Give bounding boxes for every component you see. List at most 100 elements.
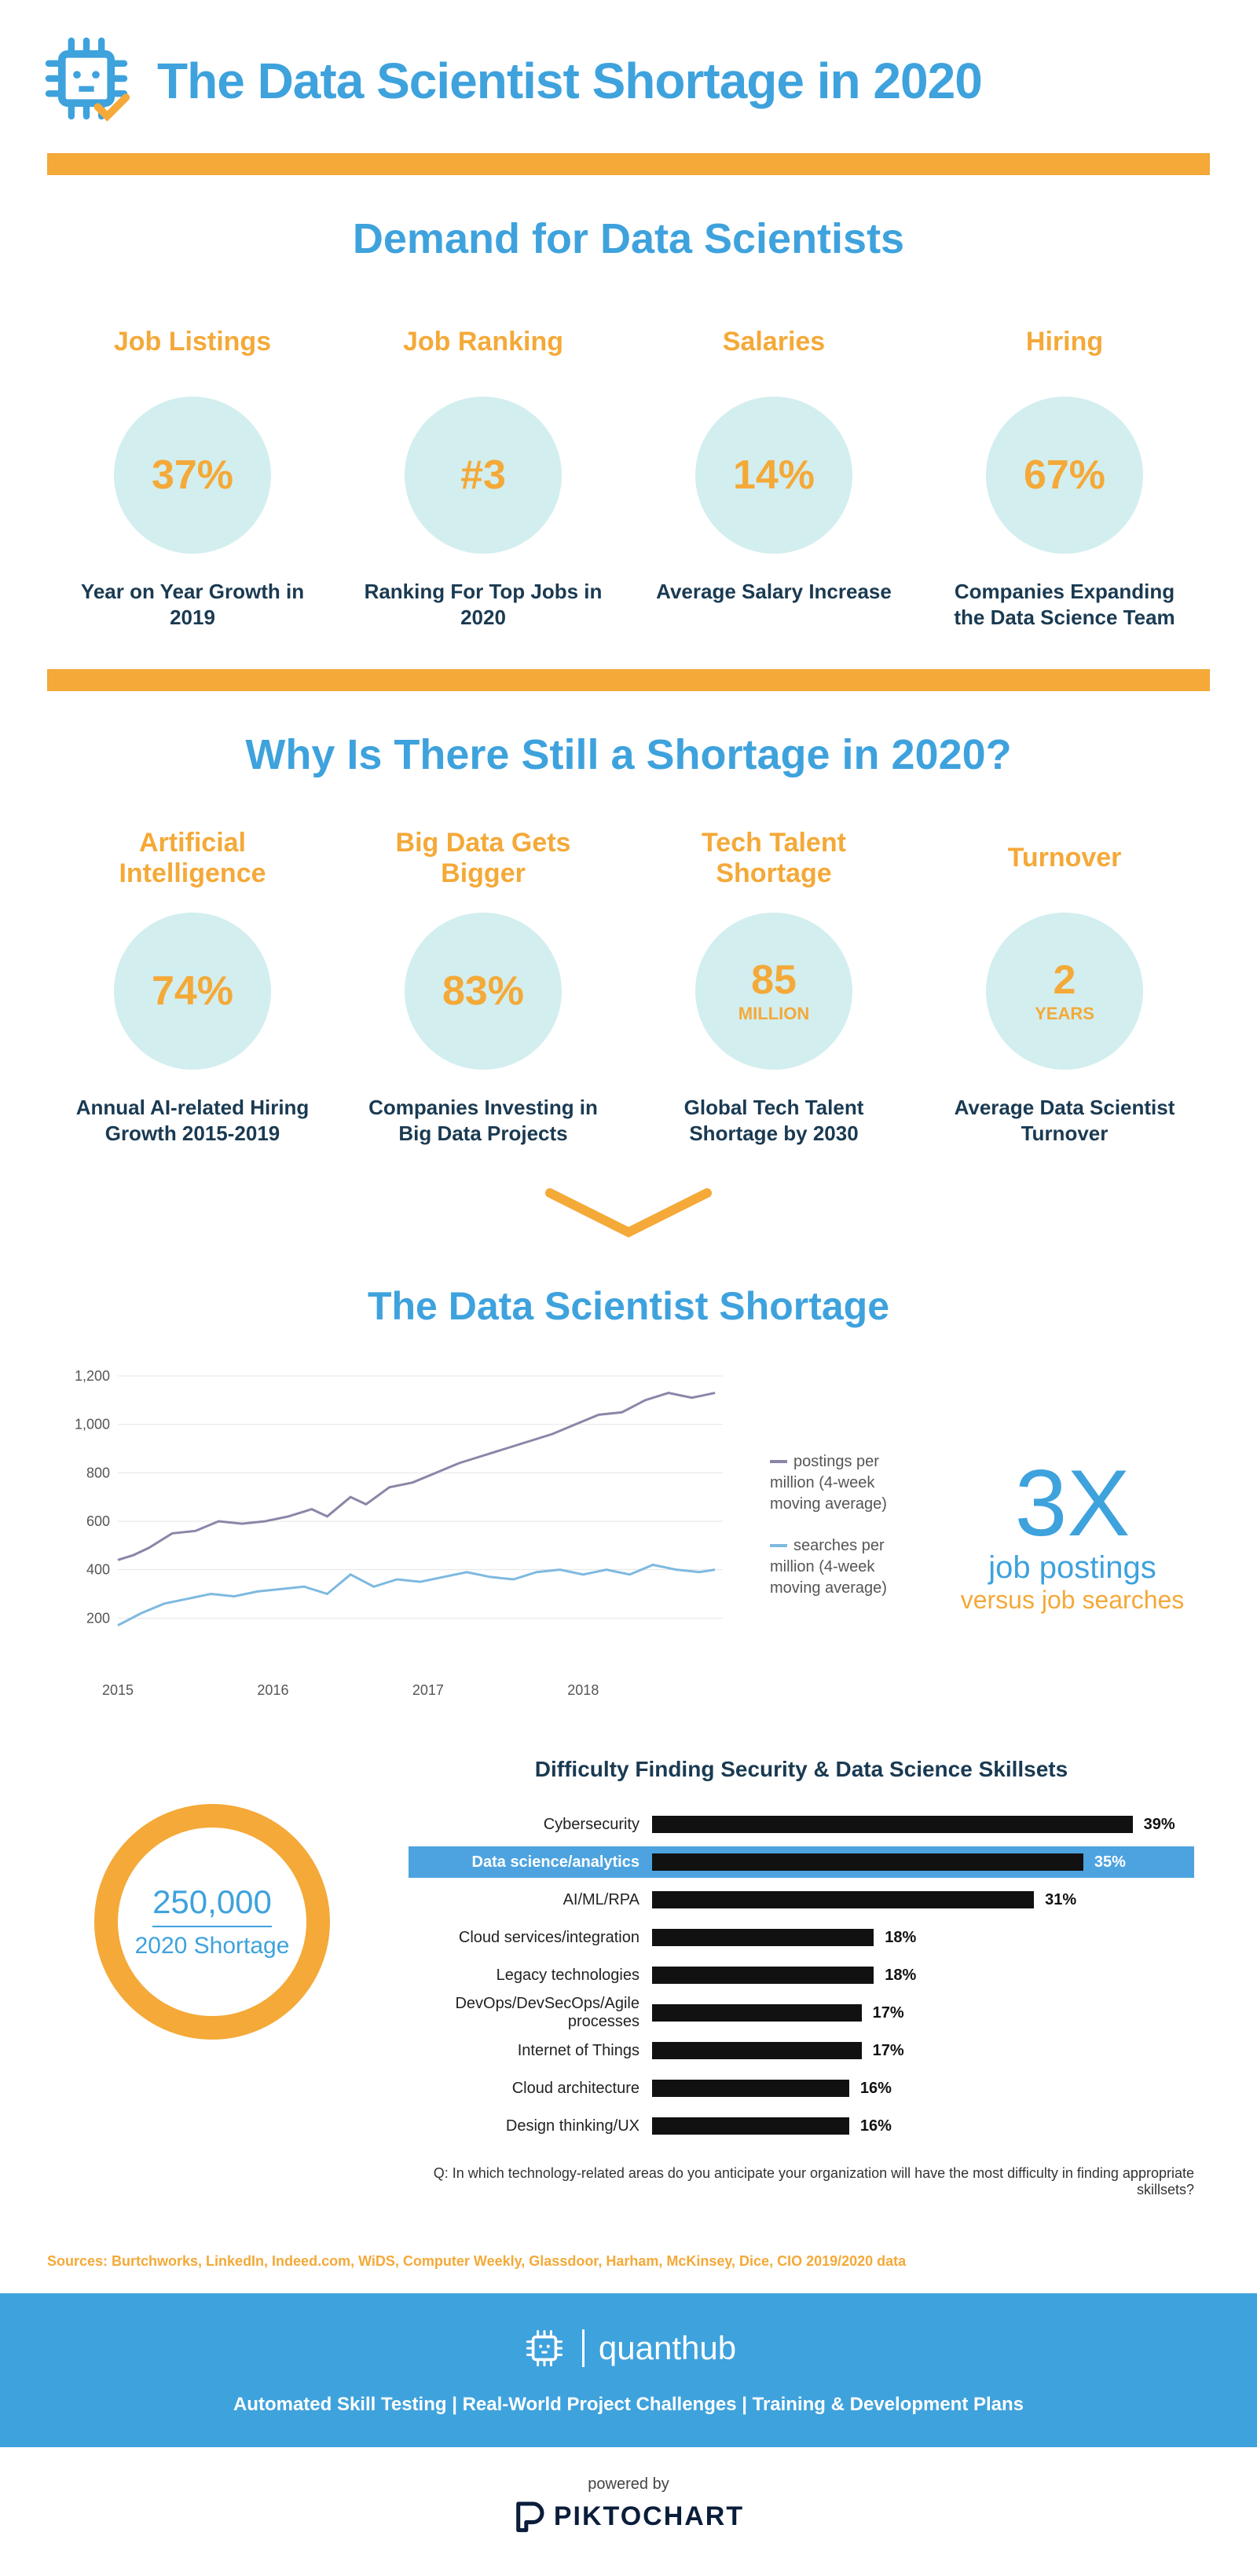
hbar-pct: 18% — [885, 1967, 916, 1985]
svg-text:1,200: 1,200 — [75, 1368, 110, 1384]
chevron-down-icon — [16, 1185, 1241, 1252]
hbar-pct: 16% — [860, 2117, 892, 2135]
line-chart-row: 2004006008001,0001,2002015201620172018 p… — [16, 1360, 1241, 1757]
stat-value: #3 — [460, 455, 506, 496]
section-title-shortage: The Data Scientist Shortage — [16, 1283, 1241, 1329]
hbar-fill — [652, 1967, 874, 1984]
hbar-label: Cloud architecture — [409, 2080, 652, 2098]
hbar-pct: 17% — [873, 2004, 904, 2022]
hbar-label: Data science/analytics — [409, 1853, 652, 1872]
stat-label: Turnover — [939, 826, 1190, 891]
hbar-row: Legacy technologies 18% — [409, 1959, 1194, 1991]
hbar-row: Internet of Things 17% — [409, 2035, 1194, 2066]
ring-number: 250,000 — [152, 1883, 272, 1927]
hbar-question: Q: In which technology-related areas do … — [409, 2165, 1194, 2198]
hbar-label: AI/ML/RPA — [409, 1891, 652, 1909]
svg-text:400: 400 — [86, 1562, 110, 1578]
stat-label: Artificial Intelligence — [67, 826, 318, 891]
chip-robot-icon — [521, 2325, 568, 2372]
stat-circle: 67% — [986, 397, 1143, 554]
shortage-stats-row: Artificial Intelligence 74% Annual AI-rela… — [16, 826, 1241, 1146]
section-title-shortage-why: Why Is There Still a Shortage in 2020? — [16, 730, 1241, 779]
stat-label: Tech Talent Shortage — [648, 826, 900, 891]
svg-text:1,000: 1,000 — [75, 1417, 110, 1433]
footer-brand: quanthub — [521, 2325, 736, 2372]
hbar-track: 16% — [652, 2073, 1194, 2104]
hbar-fill — [652, 1816, 1133, 1833]
stat-label: Job Listings — [67, 310, 318, 375]
powered-name: PIKTOCHART — [554, 2501, 744, 2532]
svg-text:600: 600 — [86, 1513, 110, 1529]
hbar-row: Cloud services/integration18% — [409, 1922, 1194, 1953]
hbar-title: Difficulty Finding Security & Data Scien… — [409, 1757, 1194, 1782]
piktochart-icon — [513, 2500, 546, 2533]
hbar-label: Legacy technologies — [409, 1967, 652, 1985]
stat-circle: #3 — [405, 397, 562, 554]
callout-sub2: versus job searches — [951, 1586, 1194, 1615]
hbar-fill — [652, 2042, 862, 2059]
stat-value: 14% — [733, 455, 815, 496]
hbar-label: Internet of Things — [409, 2042, 652, 2060]
hbar-pct: 16% — [860, 2080, 892, 2098]
hbar-track: 17% — [652, 1997, 1194, 2029]
divider-bar — [47, 669, 1210, 691]
stat-caption: Companies Investing in Big Data Projects — [357, 1095, 609, 1146]
hbar-fill — [652, 1853, 1083, 1871]
hbar-chart: Difficulty Finding Security & Data Scien… — [409, 1757, 1194, 2198]
stat-circle: 74% — [114, 913, 271, 1070]
hbar-track: 18% — [652, 1922, 1194, 1953]
stat-label: Job Ranking — [357, 310, 609, 375]
stat-label: Salaries — [648, 310, 900, 375]
sources-text: Sources: Burtchworks, LinkedIn, Indeed.c… — [16, 2222, 1241, 2293]
legend-postings: postings per million (4-week moving aver… — [770, 1453, 887, 1513]
stat-item: Salaries14%Average Salary Increase — [648, 310, 900, 630]
powered-by: powered by PIKTOCHART — [0, 2447, 1257, 2576]
stat-caption: Global Tech Talent Shortage by 2030 — [648, 1095, 900, 1146]
section-title-demand: Demand for Data Scientists — [16, 214, 1241, 263]
stat-item: Artificial Intelligence 74% Annual AI-rela… — [67, 826, 318, 1146]
hbar-pct: 18% — [885, 1929, 916, 1947]
stat-caption: Ranking For Top Jobs in 2020 — [357, 579, 609, 630]
hbar-track: 31% — [652, 1884, 1194, 1916]
three-x-callout: 3X job postings versus job searches — [951, 1456, 1194, 1615]
legend-searches: searches per million (4-week moving aver… — [770, 1537, 887, 1597]
demand-stats-row: Job Listings37%Year on Year Growth in 20… — [16, 310, 1241, 630]
hbar-track: 18% — [652, 1959, 1194, 1991]
hbar-row: Design thinking/UX 16% — [409, 2110, 1194, 2142]
hbar-fill — [652, 1891, 1034, 1908]
stat-value: 37% — [152, 455, 233, 496]
stat-item: Big Data Gets Bigger 83% Companies Investi… — [357, 826, 609, 1146]
stat-item: Turnover 2YEARS Average Data Scientist Tur… — [939, 826, 1190, 1146]
stat-caption: Average Data Scientist Turnover — [939, 1095, 1190, 1146]
footer-brand-name: quanthub — [582, 2329, 736, 2367]
hbar-pct: 17% — [873, 2042, 904, 2060]
hbar-track: 39% — [652, 1809, 1194, 1840]
callout-big: 3X — [951, 1456, 1194, 1550]
hbar-pct: 35% — [1094, 1853, 1126, 1872]
svg-text:2016: 2016 — [257, 1682, 288, 1698]
stat-item: Job Ranking #3 Ranking For Top Jobs in 202… — [357, 310, 609, 630]
stat-value: 67% — [1024, 455, 1105, 496]
stat-value: 83% — [442, 971, 524, 1012]
ring-text: 2020 Shortage — [135, 1932, 290, 1960]
stat-value: 85MILLION — [738, 960, 809, 1023]
stat-caption: Annual AI-related Hiring Growth 2015-201… — [67, 1095, 318, 1146]
hbar-pct: 31% — [1045, 1891, 1076, 1909]
stat-item: Job Listings37%Year on Year Growth in 20… — [67, 310, 318, 630]
svg-text:800: 800 — [86, 1465, 110, 1480]
footer: quanthub Automated Skill Testing | Real-… — [0, 2293, 1257, 2447]
svg-text:2018: 2018 — [567, 1682, 599, 1698]
bottom-row: 250,000 2020 Shortage Difficulty Finding… — [16, 1757, 1241, 2222]
hbar-pct: 39% — [1144, 1816, 1175, 1834]
hbar-row: AI/ML/RPA 31% — [409, 1884, 1194, 1916]
svg-text:200: 200 — [86, 1610, 110, 1626]
stat-circle: 85MILLION — [695, 913, 852, 1070]
hbar-row: Cloud architecture 16% — [409, 2073, 1194, 2104]
stat-circle: 37% — [114, 397, 271, 554]
hbar-label: Design thinking/UX — [409, 2117, 652, 2135]
hbar-track: 16% — [652, 2110, 1194, 2142]
hbar-track: 17% — [652, 2035, 1194, 2066]
stat-value: 2YEARS — [1035, 960, 1094, 1023]
stat-label: Big Data Gets Bigger — [357, 826, 609, 891]
hbar-row: Data science/analytics 35% — [409, 1846, 1194, 1878]
